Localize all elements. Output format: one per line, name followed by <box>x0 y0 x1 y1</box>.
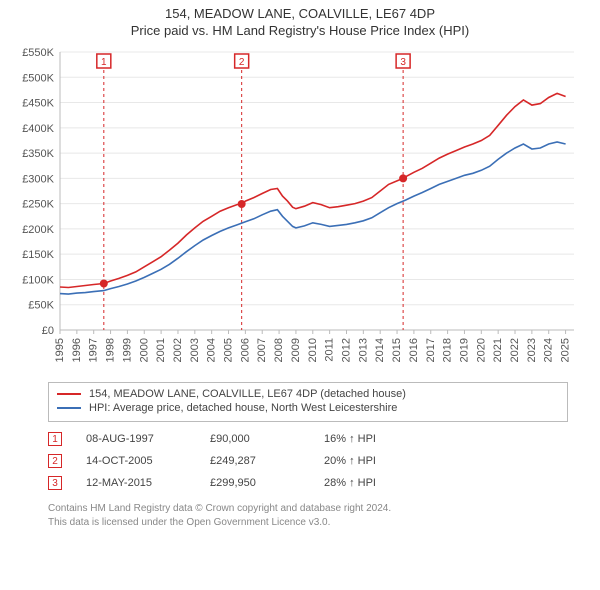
svg-text:3: 3 <box>400 57 406 68</box>
svg-text:£400K: £400K <box>22 123 54 135</box>
svg-text:2000: 2000 <box>138 338 150 362</box>
svg-text:£200K: £200K <box>22 224 54 236</box>
svg-text:2005: 2005 <box>223 338 235 362</box>
svg-text:2014: 2014 <box>374 338 386 362</box>
svg-text:2016: 2016 <box>408 338 420 362</box>
svg-text:£100K: £100K <box>22 274 54 286</box>
footer-line-2: This data is licensed under the Open Gov… <box>48 516 568 530</box>
event-badge: 1 <box>48 432 62 446</box>
svg-text:£350K: £350K <box>22 148 54 160</box>
event-list: 1 08-AUG-1997 £90,000 16% ↑ HPI 2 14-OCT-2005… <box>48 428 568 494</box>
legend-item: HPI: Average price, detached house, Nort… <box>57 401 559 415</box>
svg-text:2006: 2006 <box>239 338 251 362</box>
svg-text:£550K: £550K <box>22 47 54 59</box>
svg-text:2019: 2019 <box>458 338 470 362</box>
legend-label: 154, MEADOW LANE, COALVILLE, LE67 4DP (d… <box>89 388 406 400</box>
svg-text:2017: 2017 <box>425 338 437 362</box>
svg-text:2008: 2008 <box>273 338 285 362</box>
event-price: £299,950 <box>210 477 300 489</box>
svg-text:2012: 2012 <box>340 338 352 362</box>
legend-swatch <box>57 393 81 395</box>
event-date: 08-AUG-1997 <box>86 433 186 445</box>
legend-item: 154, MEADOW LANE, COALVILLE, LE67 4DP (d… <box>57 387 559 401</box>
svg-text:2018: 2018 <box>442 338 454 362</box>
event-hpi: 28% ↑ HPI <box>324 477 376 489</box>
legend-swatch <box>57 407 81 409</box>
event-badge: 3 <box>48 476 62 490</box>
event-hpi: 20% ↑ HPI <box>324 455 376 467</box>
svg-text:2007: 2007 <box>256 338 268 362</box>
svg-text:2022: 2022 <box>509 338 521 362</box>
footer-line-1: Contains HM Land Registry data © Crown c… <box>48 502 568 516</box>
svg-text:2025: 2025 <box>560 338 572 362</box>
event-row: 1 08-AUG-1997 £90,000 16% ↑ HPI <box>48 428 568 450</box>
svg-text:1995: 1995 <box>54 338 66 362</box>
svg-text:£500K: £500K <box>22 72 54 84</box>
event-row: 3 12-MAY-2015 £299,950 28% ↑ HPI <box>48 472 568 494</box>
svg-text:£250K: £250K <box>22 199 54 211</box>
titles: 154, MEADOW LANE, COALVILLE, LE67 4DP Pr… <box>0 0 600 38</box>
svg-text:2011: 2011 <box>324 338 336 362</box>
legend-label: HPI: Average price, detached house, Nort… <box>89 402 397 414</box>
svg-text:1998: 1998 <box>105 338 117 362</box>
svg-text:£50K: £50K <box>28 300 54 312</box>
title-main: 154, MEADOW LANE, COALVILLE, LE67 4DP <box>0 6 600 21</box>
svg-text:2021: 2021 <box>492 338 504 362</box>
svg-text:£150K: £150K <box>22 249 54 261</box>
event-hpi: 16% ↑ HPI <box>324 433 376 445</box>
svg-text:2: 2 <box>239 57 245 68</box>
svg-text:1996: 1996 <box>71 338 83 362</box>
event-date: 12-MAY-2015 <box>86 477 186 489</box>
footer-attribution: Contains HM Land Registry data © Crown c… <box>48 502 568 537</box>
event-row: 2 14-OCT-2005 £249,287 20% ↑ HPI <box>48 450 568 472</box>
title-sub: Price paid vs. HM Land Registry's House … <box>0 23 600 38</box>
chart-area: £0 £50K £100K £150K £200K £250K £300K £350K £400… <box>12 46 588 376</box>
legend: 154, MEADOW LANE, COALVILLE, LE67 4DP (d… <box>48 382 568 422</box>
chart-container: 154, MEADOW LANE, COALVILLE, LE67 4DP Pr… <box>0 0 600 537</box>
line-chart: £0 £50K £100K £150K £200K £250K £300K £350K £400… <box>12 46 588 376</box>
svg-text:£300K: £300K <box>22 173 54 185</box>
event-badge: 2 <box>48 454 62 468</box>
svg-text:2023: 2023 <box>526 338 538 362</box>
svg-text:2015: 2015 <box>391 338 403 362</box>
svg-text:2002: 2002 <box>172 338 184 362</box>
svg-text:2001: 2001 <box>155 338 167 362</box>
svg-text:2013: 2013 <box>357 338 369 362</box>
svg-text:£0: £0 <box>42 325 54 337</box>
svg-text:2024: 2024 <box>543 338 555 362</box>
svg-text:1999: 1999 <box>121 338 133 362</box>
svg-text:1997: 1997 <box>88 338 100 362</box>
event-price: £90,000 <box>210 433 300 445</box>
svg-text:1: 1 <box>101 57 107 68</box>
svg-text:2009: 2009 <box>290 338 302 362</box>
svg-text:2003: 2003 <box>189 338 201 362</box>
event-date: 14-OCT-2005 <box>86 455 186 467</box>
svg-text:2010: 2010 <box>307 338 319 362</box>
svg-text:2004: 2004 <box>206 338 218 362</box>
svg-text:2020: 2020 <box>475 338 487 362</box>
svg-text:£450K: £450K <box>22 98 54 110</box>
event-price: £249,287 <box>210 455 300 467</box>
